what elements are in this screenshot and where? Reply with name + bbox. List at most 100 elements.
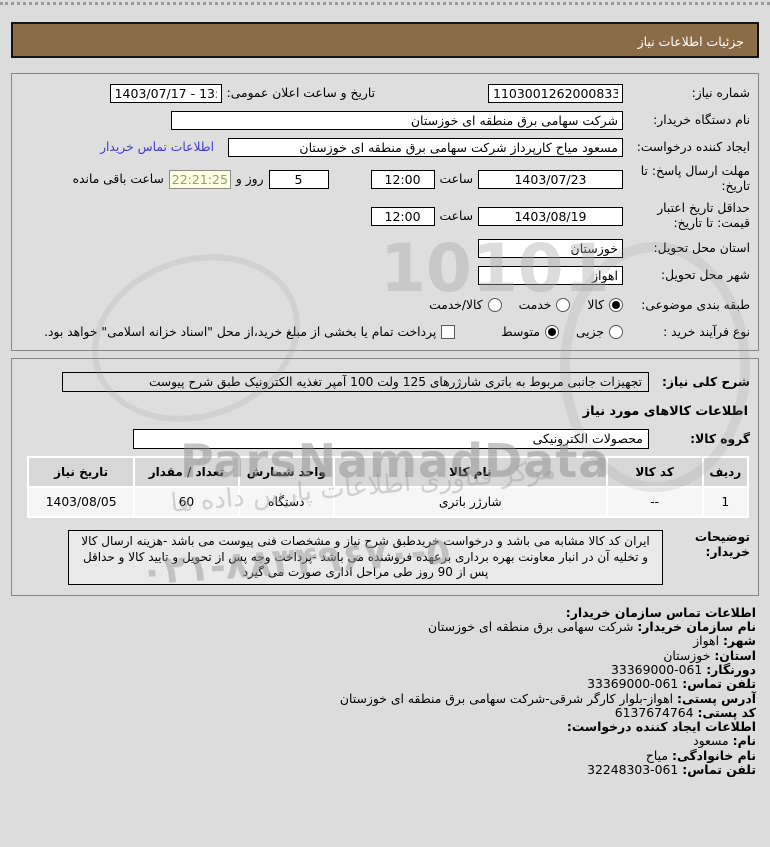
goods-table-row: 1 -- شارژر باتری دستگاه 60 1403/08/05 (26, 486, 750, 518)
radio-minor-label[interactable]: جزیی (575, 325, 604, 339)
creator-info-heading: اطلاعات ایجاد کننده درخواست: (566, 719, 756, 735)
col-goods-code: کد کالا (605, 456, 704, 488)
creator-line-lastname: نام خانوادگی: میاح (14, 747, 756, 763)
price-validity-row: حداقل تاریخ اعتبار قیمت: تا تاریخ: ساعت (20, 201, 750, 231)
deadline-hour-input[interactable] (370, 169, 435, 189)
treasury-checkbox[interactable] (441, 325, 456, 339)
countdown-timer: 22:21:25 (168, 169, 231, 189)
deadline-hour-label: ساعت (439, 172, 473, 186)
cell-unit: دستگاه (237, 486, 336, 518)
buyer-notes-row: توضیحات خریدار: ایران کد کالا مشابه می ب… (20, 530, 750, 585)
delivery-province-row: استان محل تحویل: (20, 238, 750, 258)
contact-line-city: شهر: اهواز (14, 634, 756, 648)
purchase-process-label: نوع فرآیند خرید : (663, 324, 750, 339)
radio-medium[interactable] (544, 325, 559, 339)
contact-line-address: آدرس پستی: اهواز-بلوار کارگر شرقی-شرکت س… (14, 690, 756, 706)
response-deadline-row: مهلت ارسال پاسخ: تا تاریخ: ساعت روز و 22… (20, 164, 750, 194)
col-row-number: ردیف (701, 456, 750, 488)
deadline-date-input[interactable] (478, 169, 623, 189)
goods-info-panel: شرح کلی نیاز: تجهیزات جانبی مربوط به بات… (11, 358, 759, 596)
contact-value: 061-33369000 (611, 661, 703, 677)
goods-group-box[interactable]: محصولات الکترونیکی (133, 429, 649, 449)
need-description-row: شرح کلی نیاز: تجهیزات جانبی مربوط به بات… (20, 372, 750, 392)
page-title: جزئیات اطلاعات نیاز (11, 22, 759, 58)
need-number-label: شماره نیاز: (691, 85, 750, 100)
radio-goods-label[interactable]: کالا (587, 298, 604, 312)
need-description-label: شرح کلی نیاز: (661, 374, 750, 389)
radio-goods-service-label[interactable]: کالا/خدمت (429, 298, 483, 312)
contact-label: کد پستی: (697, 704, 757, 720)
contact-label: نام سازمان خریدار: (637, 619, 756, 635)
delivery-city-label: شهر محل تحویل: (660, 267, 750, 282)
contact-label: شهر: (722, 633, 756, 649)
buyer-org-row: نام دستگاه خریدار: (20, 110, 750, 130)
goods-group-row: گروه کالا: محصولات الکترونیکی (20, 429, 750, 449)
subject-classification-row: طبقه بندی موضوعی: کالا خدمت کالا/خدمت (20, 295, 750, 315)
contact-line-org: نام سازمان خریدار: شرکت سهامی برق منطقه … (14, 619, 756, 635)
validity-date-input[interactable] (478, 206, 623, 226)
creator-line-phone: تلفن تماس: 061-32248303 (14, 762, 756, 778)
need-number-input[interactable] (488, 83, 623, 103)
delivery-city-input[interactable] (478, 265, 623, 285)
validity-hour-label: ساعت (439, 209, 473, 223)
contact-label: تلفن تماس: (682, 676, 756, 692)
required-goods-heading: اطلاعات کالاهای مورد نیاز (582, 404, 748, 419)
validity-hour-input[interactable] (370, 206, 435, 226)
contact-value: مسعود (693, 733, 729, 749)
cell-row-number: 1 (701, 486, 750, 518)
days-label: روز و (235, 172, 264, 186)
radio-minor[interactable] (609, 325, 623, 339)
need-number-row: شماره نیاز: تاریخ و ساعت اعلان عمومی: (20, 83, 750, 103)
contact-label: تلفن تماس: (682, 762, 756, 778)
request-creator-label: ایجاد کننده درخواست: (636, 139, 750, 154)
remaining-days-input[interactable] (268, 169, 329, 189)
contact-value: 061-32248303 (587, 762, 679, 778)
buyer-contact-section: اطلاعات تماس سازمان خریدار: نام سازمان خ… (14, 604, 757, 778)
radio-service-label[interactable]: خدمت (518, 298, 552, 312)
purchase-process-row: نوع فرآیند خرید : جزیی متوسط پرداخت تمام… (20, 322, 750, 342)
contact-value: شرکت سهامی برق منطقه ای خوزستان (428, 619, 634, 635)
col-quantity: تعداد / مقدار (133, 456, 240, 488)
contact-line-province: استان: خوزستان (14, 647, 756, 663)
buyer-org-input[interactable] (171, 110, 623, 130)
treasury-checkbox-label[interactable]: پرداخت تمام یا بخشی از مبلغ خرید،از محل … (44, 325, 437, 339)
buyer-notes-box[interactable]: ایران کد کالا مشابه می باشد و درخواست خر… (68, 530, 663, 585)
col-goods-name: نام کالا (333, 456, 608, 488)
announce-datetime-label: تاریخ و ساعت اعلان عمومی: (226, 86, 375, 100)
radio-service[interactable] (556, 298, 571, 312)
announce-datetime-input[interactable] (109, 83, 222, 103)
creator-line-firstname: نام: مسعود (14, 734, 756, 748)
cell-goods-name: شارژر باتری (333, 486, 608, 518)
need-description-box[interactable]: تجهیزات جانبی مربوط به باتری شارژرهای 12… (62, 372, 649, 392)
contact-value: 6137674764 (614, 704, 694, 720)
contact-value: میاح (645, 747, 669, 763)
radio-medium-label[interactable]: متوسط (501, 325, 540, 339)
contact-label: نام خانوادگی: (671, 747, 756, 763)
contact-value: خوزستان (663, 647, 711, 663)
delivery-province-input[interactable] (478, 238, 623, 258)
goods-table: ردیف کد کالا نام کالا واحد شمارش تعداد /… (26, 456, 750, 518)
need-info-panel: شماره نیاز: تاریخ و ساعت اعلان عمومی: نا… (11, 73, 759, 351)
contact-label: استان: (714, 647, 756, 663)
col-need-date: تاریخ نیاز (26, 456, 136, 488)
buyer-org-label: نام دستگاه خریدار: (653, 112, 750, 127)
contact-line-postal: کد پستی: 6137674764 (14, 704, 757, 720)
buyer-contact-link[interactable]: اطلاعات تماس خریدار (100, 140, 214, 154)
contact-value: 061-33369000 (587, 676, 679, 692)
buyer-contact-heading: اطلاعات تماس سازمان خریدار: (565, 604, 756, 620)
request-creator-input[interactable] (228, 137, 623, 157)
goods-group-label: گروه کالا: (690, 431, 750, 446)
col-unit: واحد شمارش (237, 456, 336, 488)
radio-goods[interactable] (609, 298, 623, 312)
goods-table-header-row: ردیف کد کالا نام کالا واحد شمارش تعداد /… (26, 456, 750, 488)
subject-classification-label: طبقه بندی موضوعی: (641, 297, 750, 312)
request-creator-row: ایجاد کننده درخواست: اطلاعات تماس خریدار (20, 137, 750, 157)
contact-label: دورنگار: (706, 661, 756, 677)
contact-value: اهواز-بلوار کارگر شرقی-شرکت سهامی برق من… (339, 690, 674, 706)
contact-value: اهواز (693, 633, 720, 649)
cell-need-date: 1403/08/05 (26, 486, 136, 518)
radio-goods-service[interactable] (487, 298, 502, 312)
delivery-city-row: شهر محل تحویل: (20, 265, 750, 285)
cell-goods-code: -- (605, 486, 704, 518)
contact-label: نام: (732, 733, 756, 749)
